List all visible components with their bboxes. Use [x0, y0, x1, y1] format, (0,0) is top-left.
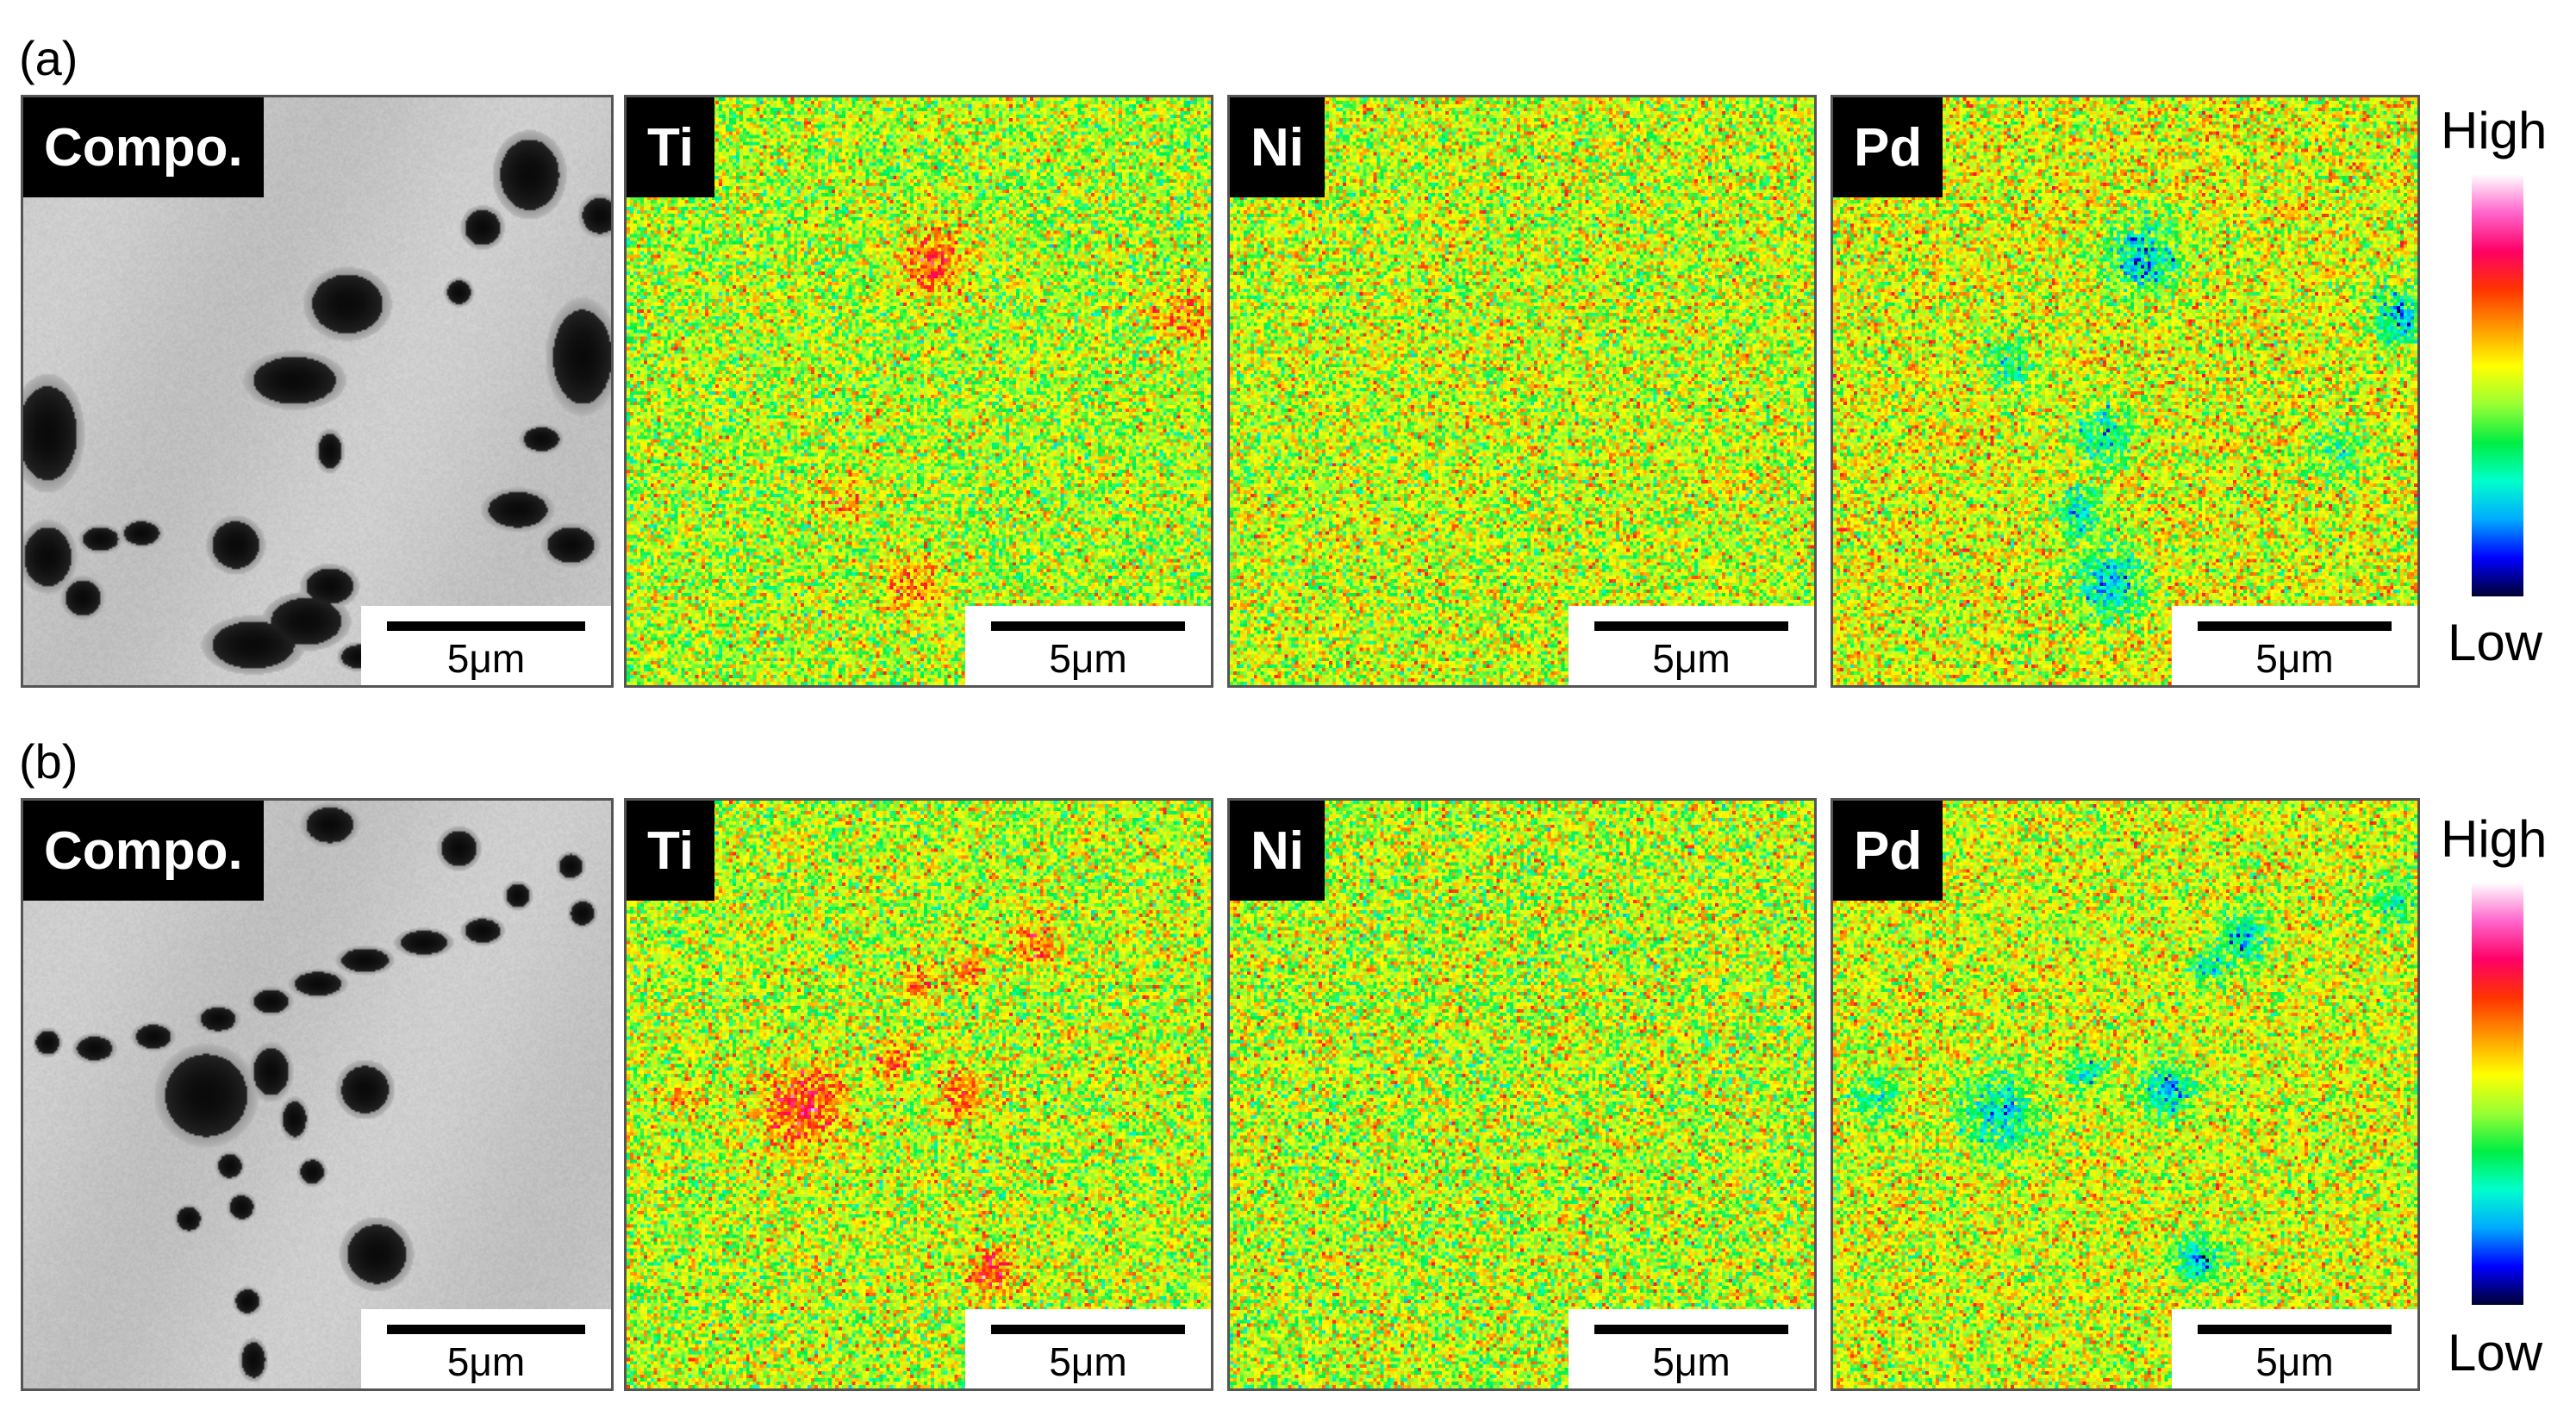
ni-map-b	[1230, 801, 1814, 1388]
panel-a-ti: Ti 5μm	[624, 95, 1213, 688]
panel-a-compo: Compo. 5μm	[21, 95, 614, 688]
colorbar	[2472, 883, 2523, 1305]
scale-bar: 5μm	[361, 1309, 611, 1388]
panel-a-ni: Ni 5μm	[1227, 95, 1817, 688]
scale-bar-label: 5μm	[1049, 636, 1127, 681]
scale-bar-line	[2198, 621, 2392, 631]
scale-bar-line	[991, 621, 1185, 631]
colorbar	[2472, 174, 2523, 596]
scale-bar-line	[1594, 1325, 1788, 1334]
colorbar-low-label: Low	[2448, 614, 2543, 671]
scale-bar-label: 5μm	[1652, 1339, 1731, 1384]
ti-map-b	[627, 801, 1211, 1388]
scale-bar-line	[2198, 1325, 2392, 1334]
scale-bar-line	[991, 1325, 1185, 1334]
row-b-label: (b)	[19, 734, 78, 789]
colorbar-high-label: High	[2441, 810, 2548, 868]
panel-tag: Pd	[1833, 801, 1943, 901]
panel-tag: Compo.	[23, 801, 264, 901]
colorbar-low-label: Low	[2448, 1324, 2543, 1382]
panel-tag: Ti	[627, 97, 714, 197]
scale-bar-line	[387, 1325, 585, 1334]
panel-tag: Compo.	[23, 97, 264, 197]
scale-bar: 5μm	[965, 1309, 1211, 1388]
scale-bar: 5μm	[2172, 606, 2417, 685]
scale-bar-label: 5μm	[446, 1339, 526, 1384]
panel-b-pd: Pd 5μm	[1831, 798, 2420, 1391]
scale-bar-label: 5μm	[2255, 1339, 2334, 1384]
scale-bar: 5μm	[1569, 606, 1814, 685]
row-a-label: (a)	[19, 31, 78, 85]
panel-b-ni: Ni 5μm	[1227, 798, 1817, 1391]
scale-bar-label: 5μm	[2255, 636, 2334, 681]
ti-map-a	[627, 97, 1211, 685]
scale-bar-line	[1594, 621, 1788, 631]
panel-b-compo: Compo. 5μm	[21, 798, 614, 1391]
colorbar-high-label: High	[2441, 102, 2548, 159]
scale-bar-label: 5μm	[1652, 636, 1731, 681]
panel-tag: Ti	[627, 801, 714, 901]
scale-bar: 5μm	[2172, 1309, 2417, 1388]
scale-bar: 5μm	[361, 606, 611, 685]
panel-a-pd: Pd 5μm	[1831, 95, 2420, 688]
scale-bar-label: 5μm	[1049, 1339, 1127, 1384]
panel-tag: Pd	[1833, 97, 1943, 197]
scale-bar: 5μm	[1569, 1309, 1814, 1388]
panel-tag: Ni	[1230, 801, 1325, 901]
panel-tag: Ni	[1230, 97, 1325, 197]
scale-bar-label: 5μm	[446, 636, 526, 681]
panel-b-ti: Ti 5μm	[624, 798, 1213, 1391]
ni-map-a	[1230, 97, 1814, 685]
scale-bar: 5μm	[965, 606, 1211, 685]
scale-bar-line	[387, 621, 585, 631]
